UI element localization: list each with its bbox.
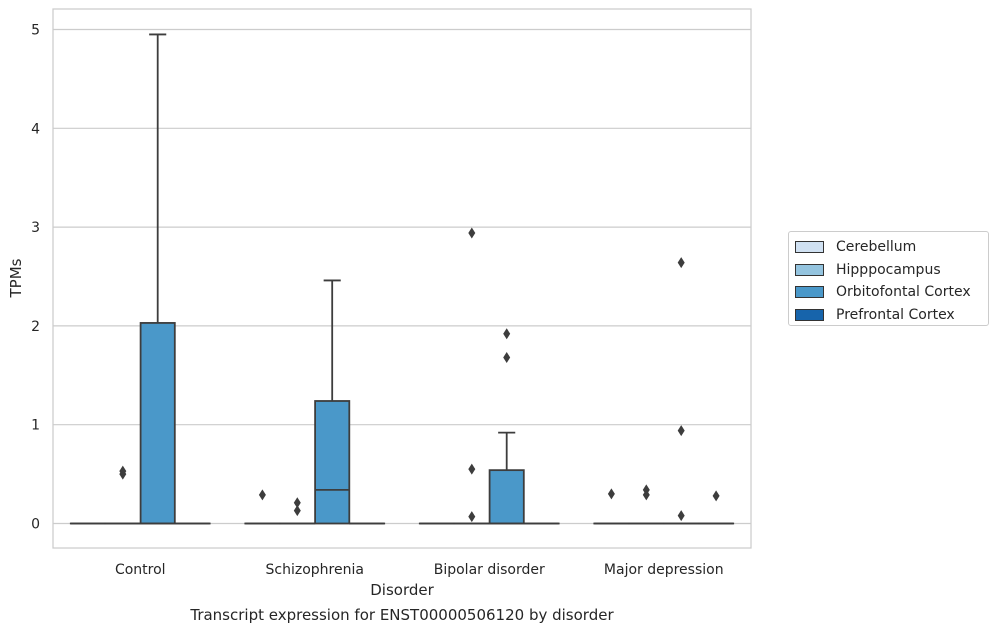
box-body-0-2 xyxy=(139,322,176,525)
legend-swatch-prefrontal-cortex xyxy=(795,308,824,321)
legend-item-hippocampus: Hipppocampus xyxy=(795,259,982,282)
box-0-2 xyxy=(139,33,176,525)
box-3-1 xyxy=(628,484,665,525)
y-axis-ticks: 0 1 2 3 4 5 xyxy=(31,23,40,533)
y-tick-label-5: 5 xyxy=(31,23,40,39)
legend-item-orbitofrontal-cortex: Orbitofontal Cortex xyxy=(795,281,982,304)
x-tick-label-1: Schizophrenia xyxy=(266,562,364,578)
legend-item-prefrontal-cortex: Prefrontal Cortex xyxy=(795,304,982,327)
x-tick-label-0: Control xyxy=(115,562,166,578)
outlier-3-3-0 xyxy=(712,490,720,502)
plot-frame xyxy=(52,8,752,549)
y-tick-label-1: 1 xyxy=(31,418,40,434)
outlier-1-0-0 xyxy=(258,489,266,501)
outlier-3-1-1 xyxy=(642,484,650,496)
x-tick-label-2: Bipolar disorder xyxy=(434,562,545,578)
legend-label-prefrontal-cortex: Prefrontal Cortex xyxy=(836,306,955,323)
x-axis-ticks: Control Schizophrenia Bipolar disorder Majo… xyxy=(115,562,724,578)
outlier-3-0-0 xyxy=(607,488,615,500)
x-tick-label-3: Major depression xyxy=(604,562,724,578)
box-body-1-2 xyxy=(314,400,351,525)
box-2-1 xyxy=(453,227,490,525)
x-axis-title: Disorder xyxy=(370,581,434,599)
legend-label-orbitofrontal-cortex: Orbitofontal Cortex xyxy=(836,284,971,301)
outlier-3-2-1 xyxy=(677,425,685,437)
y-tick-label-3: 3 xyxy=(31,220,40,236)
box-1-2 xyxy=(314,279,351,525)
legend-swatch-cerebellum xyxy=(795,241,824,254)
outlier-2-1-2 xyxy=(468,511,476,523)
box-body-2-2 xyxy=(488,469,525,525)
y-tick-label-4: 4 xyxy=(31,121,40,137)
y-tick-label-2: 2 xyxy=(31,319,40,335)
box-2-2 xyxy=(488,328,525,525)
legend-item-cerebellum: Cerebellum xyxy=(795,236,982,259)
legend-swatch-orbitofrontal-cortex xyxy=(795,286,824,299)
y-axis-title: TPMs xyxy=(7,258,25,298)
legend-swatch-hippocampus xyxy=(795,263,824,276)
outlier-1-1-0 xyxy=(293,505,301,517)
y-tick-label-0: 0 xyxy=(31,517,40,533)
box-3-3 xyxy=(698,490,735,525)
legend-label-cerebellum: Cerebellum xyxy=(836,239,917,256)
chart-caption: Transcript expression for ENST0000050612… xyxy=(190,606,614,624)
box-1-1 xyxy=(279,497,316,525)
box-3-2 xyxy=(663,257,700,525)
outlier-2-2-0 xyxy=(503,328,511,340)
outlier-1-1-1 xyxy=(293,497,301,509)
outlier-2-2-1 xyxy=(503,352,511,364)
legend-label-hippocampus: Hipppocampus xyxy=(836,261,941,278)
outlier-2-1-0 xyxy=(468,227,476,239)
outlier-3-2-0 xyxy=(677,257,685,269)
outlier-0-1-1 xyxy=(119,465,127,477)
box-plot-marks xyxy=(69,33,735,525)
outlier-3-2-2 xyxy=(677,510,685,522)
legend: Cerebellum Hipppocampus Orbitofontal Cor… xyxy=(788,231,989,326)
outlier-2-1-1 xyxy=(468,463,476,475)
